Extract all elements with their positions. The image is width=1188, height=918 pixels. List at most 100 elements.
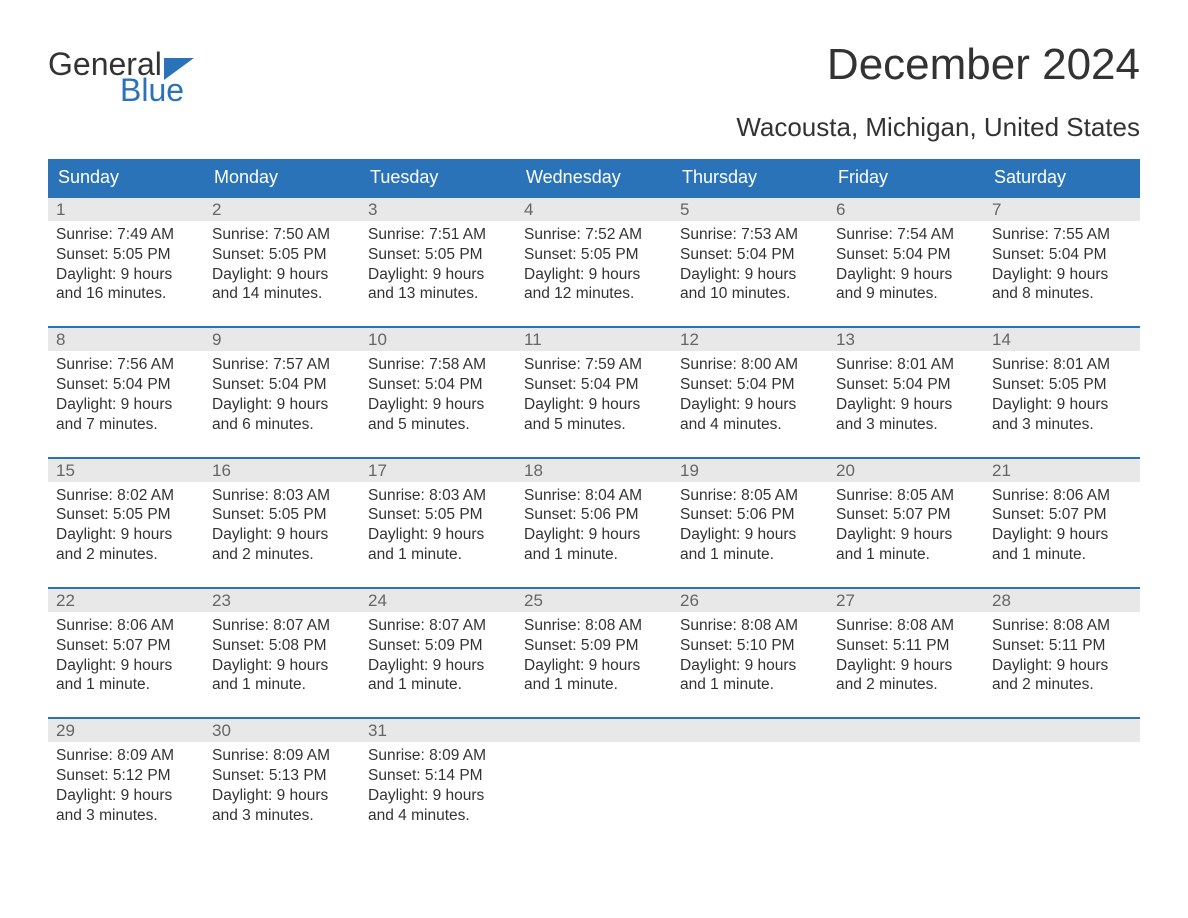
daylight-line2: and 3 minutes. [212,806,352,826]
sunset-text: Sunset: 5:11 PM [992,636,1132,656]
sunrise-text: Sunrise: 8:02 AM [56,486,196,506]
day-number: 7 [984,198,1140,221]
day-number: 14 [984,328,1140,351]
daylight-line1: Daylight: 9 hours [368,395,508,415]
day-number: 8 [48,328,204,351]
daylight-line1: Daylight: 9 hours [992,525,1132,545]
sunset-text: Sunset: 5:07 PM [56,636,196,656]
day-cell: Sunrise: 8:05 AMSunset: 5:06 PMDaylight:… [672,482,828,569]
daylight-line1: Daylight: 9 hours [212,656,352,676]
daynum-row: 15161718192021 [48,457,1140,482]
daylight-line2: and 16 minutes. [56,284,196,304]
day-number: 20 [828,459,984,482]
daylight-line2: and 8 minutes. [992,284,1132,304]
daylight-line2: and 3 minutes. [56,806,196,826]
day-cell: Sunrise: 8:01 AMSunset: 5:05 PMDaylight:… [984,351,1140,438]
sunrise-text: Sunrise: 8:00 AM [680,355,820,375]
daylight-line2: and 2 minutes. [836,675,976,695]
daynum-row: 293031 [48,717,1140,742]
daylight-line1: Daylight: 9 hours [836,656,976,676]
day-number: 31 [360,719,516,742]
sunrise-text: Sunrise: 8:05 AM [836,486,976,506]
day-cell [672,742,828,829]
daylight-line2: and 13 minutes. [368,284,508,304]
day-number: 18 [516,459,672,482]
sunrise-text: Sunrise: 8:09 AM [368,746,508,766]
sunset-text: Sunset: 5:05 PM [56,245,196,265]
logo: General Blue [48,40,194,106]
day-number: 12 [672,328,828,351]
day-number [516,719,672,742]
daylight-line1: Daylight: 9 hours [56,525,196,545]
sunset-text: Sunset: 5:05 PM [56,505,196,525]
daylight-line2: and 3 minutes. [836,415,976,435]
sunrise-text: Sunrise: 8:07 AM [368,616,508,636]
sunset-text: Sunset: 5:07 PM [992,505,1132,525]
daylight-line2: and 4 minutes. [680,415,820,435]
sunrise-text: Sunrise: 8:01 AM [992,355,1132,375]
day-number: 1 [48,198,204,221]
day-number: 24 [360,589,516,612]
day-number [672,719,828,742]
daylight-line1: Daylight: 9 hours [212,395,352,415]
calendar-week: 1234567Sunrise: 7:49 AMSunset: 5:05 PMDa… [48,196,1140,308]
logo-word2: Blue [48,74,194,106]
daylight-line2: and 1 minute. [368,545,508,565]
daylight-line1: Daylight: 9 hours [992,395,1132,415]
day-content-row: Sunrise: 8:06 AMSunset: 5:07 PMDaylight:… [48,612,1140,699]
day-cell: Sunrise: 8:09 AMSunset: 5:14 PMDaylight:… [360,742,516,829]
sunrise-text: Sunrise: 7:52 AM [524,225,664,245]
sunset-text: Sunset: 5:04 PM [56,375,196,395]
daylight-line2: and 6 minutes. [212,415,352,435]
daylight-line2: and 1 minute. [680,545,820,565]
day-number [984,719,1140,742]
daylight-line1: Daylight: 9 hours [524,395,664,415]
daynum-row: 1234567 [48,196,1140,221]
daylight-line2: and 1 minute. [680,675,820,695]
daylight-line2: and 3 minutes. [992,415,1132,435]
daylight-line1: Daylight: 9 hours [680,265,820,285]
day-header: Thursday [672,159,828,196]
daylight-line2: and 1 minute. [524,545,664,565]
day-cell: Sunrise: 7:56 AMSunset: 5:04 PMDaylight:… [48,351,204,438]
daylight-line1: Daylight: 9 hours [56,656,196,676]
day-number: 29 [48,719,204,742]
day-number: 17 [360,459,516,482]
daylight-line2: and 2 minutes. [992,675,1132,695]
day-cell [516,742,672,829]
daylight-line2: and 14 minutes. [212,284,352,304]
sunset-text: Sunset: 5:06 PM [680,505,820,525]
day-number: 27 [828,589,984,612]
sunset-text: Sunset: 5:04 PM [992,245,1132,265]
day-number: 5 [672,198,828,221]
sunrise-text: Sunrise: 8:08 AM [836,616,976,636]
sunrise-text: Sunrise: 8:05 AM [680,486,820,506]
day-header: Friday [828,159,984,196]
sunset-text: Sunset: 5:04 PM [836,375,976,395]
daylight-line2: and 7 minutes. [56,415,196,435]
sunset-text: Sunset: 5:04 PM [836,245,976,265]
daylight-line1: Daylight: 9 hours [368,525,508,545]
sunrise-text: Sunrise: 7:53 AM [680,225,820,245]
sunset-text: Sunset: 5:04 PM [680,375,820,395]
day-number: 15 [48,459,204,482]
sunrise-text: Sunrise: 8:06 AM [56,616,196,636]
sunrise-text: Sunrise: 8:08 AM [992,616,1132,636]
day-cell: Sunrise: 8:04 AMSunset: 5:06 PMDaylight:… [516,482,672,569]
sunrise-text: Sunrise: 8:03 AM [212,486,352,506]
daylight-line2: and 2 minutes. [212,545,352,565]
day-number: 21 [984,459,1140,482]
daylight-line1: Daylight: 9 hours [992,656,1132,676]
daylight-line2: and 1 minute. [992,545,1132,565]
daylight-line1: Daylight: 9 hours [524,656,664,676]
calendar-week: 293031Sunrise: 8:09 AMSunset: 5:12 PMDay… [48,717,1140,829]
sunset-text: Sunset: 5:05 PM [212,245,352,265]
day-cell: Sunrise: 8:08 AMSunset: 5:10 PMDaylight:… [672,612,828,699]
day-cell: Sunrise: 8:03 AMSunset: 5:05 PMDaylight:… [204,482,360,569]
daylight-line2: and 12 minutes. [524,284,664,304]
day-cell: Sunrise: 7:57 AMSunset: 5:04 PMDaylight:… [204,351,360,438]
daylight-line1: Daylight: 9 hours [680,395,820,415]
day-number: 28 [984,589,1140,612]
daylight-line1: Daylight: 9 hours [212,265,352,285]
sunset-text: Sunset: 5:04 PM [680,245,820,265]
